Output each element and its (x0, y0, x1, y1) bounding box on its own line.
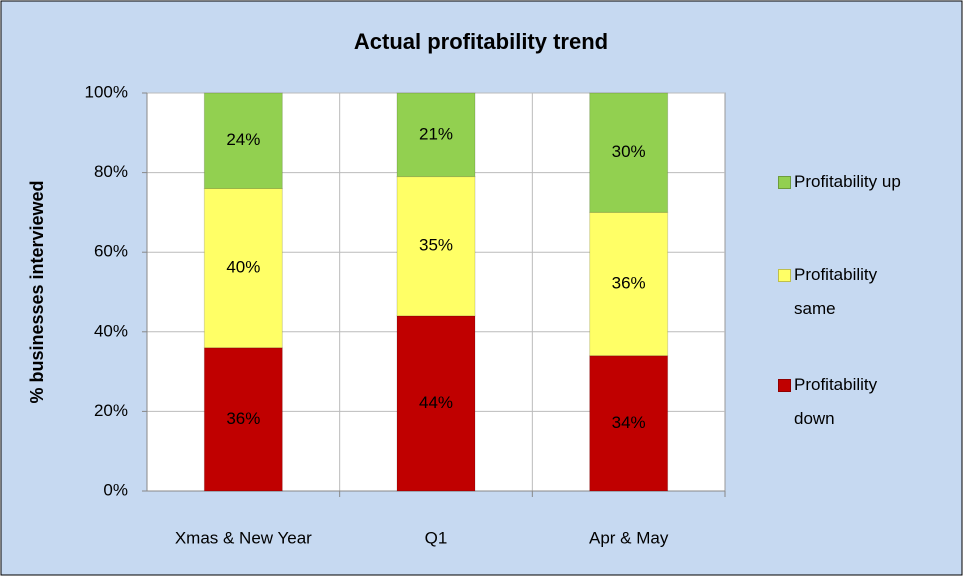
bar-segment (203, 347, 283, 492)
y-axis-label: % businesses interviewed (27, 180, 47, 403)
legend-swatch (778, 379, 791, 392)
legend-label: Profitability up (794, 172, 901, 191)
legend-label: Profitability down (794, 375, 878, 428)
data-label: 30% (612, 142, 646, 161)
bar-segment (203, 92, 283, 190)
bar-segment (589, 92, 669, 213)
bar-segment (589, 211, 669, 357)
y-tick-label: 0% (103, 480, 128, 499)
legend-entry: Profitability same (778, 258, 928, 326)
bar-segment (396, 176, 476, 317)
y-tick-label: 80% (94, 162, 128, 181)
legend-entry: Profitability up (778, 165, 928, 199)
data-label: 24% (226, 130, 260, 149)
data-label: 36% (612, 274, 646, 293)
data-label: 35% (419, 236, 453, 255)
y-tick-label: 100% (85, 82, 128, 101)
x-tick-label: Xmas & New Year (175, 528, 312, 547)
data-label: 44% (419, 393, 453, 412)
legend-label: Profitability same (794, 265, 878, 318)
legend-swatch (778, 269, 791, 282)
bar-segment (396, 315, 476, 492)
y-tick-label: 20% (94, 401, 128, 420)
y-tick-label: 60% (94, 242, 128, 261)
data-label: 21% (419, 124, 453, 143)
data-label: 36% (226, 409, 260, 428)
bar-segment (589, 355, 669, 492)
chart-title: Actual profitability trend (354, 29, 608, 54)
x-tick-label: Apr & May (589, 528, 669, 547)
y-tick-label: 40% (94, 321, 128, 340)
bar-segment (203, 188, 283, 349)
x-tick-label: Q1 (425, 528, 448, 547)
bar-segment (396, 92, 476, 178)
legend-swatch (778, 176, 791, 189)
data-label: 34% (612, 413, 646, 432)
data-label: 40% (226, 258, 260, 277)
legend-entry: Profitability down (778, 368, 928, 436)
